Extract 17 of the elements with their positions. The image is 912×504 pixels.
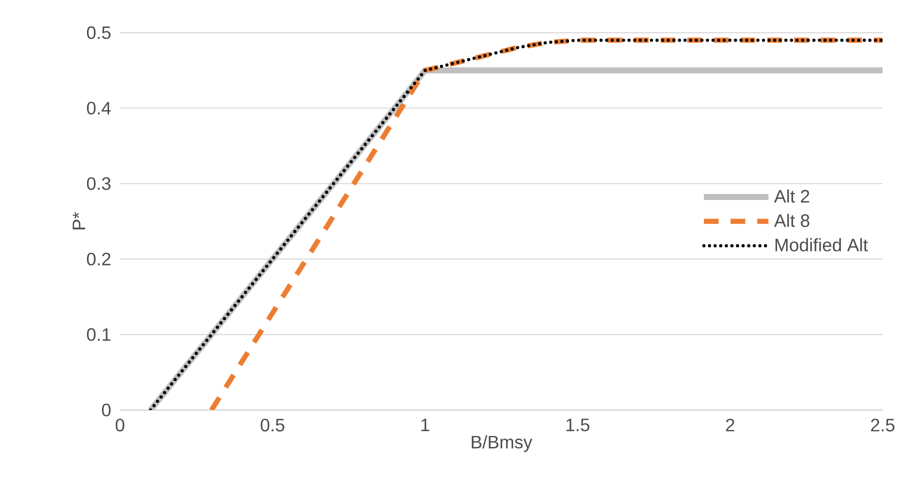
y-axis-title: P* bbox=[72, 212, 86, 230]
x-tick-label: 1.5 bbox=[566, 418, 590, 432]
y-tick-label: 0 bbox=[102, 404, 111, 416]
y-tick-label: 0.4 bbox=[86, 102, 111, 114]
x-tick-label: 0 bbox=[116, 418, 124, 432]
legend-label: Alt 2 bbox=[774, 189, 810, 203]
y-tick-label: 0.2 bbox=[86, 252, 110, 266]
y-tick-label: 0.5 bbox=[86, 26, 111, 40]
x-axis-title: B/Bmsy bbox=[472, 435, 532, 452]
y-tick-label: 0.3 bbox=[86, 177, 111, 190]
x-tick-label: 0.5 bbox=[260, 418, 284, 432]
legend-label: Alt 8 bbox=[774, 214, 810, 228]
x-tick-label: 1 bbox=[421, 418, 430, 432]
legend-label: Modified Alt bbox=[776, 238, 868, 252]
x-tick-label: 2.5 bbox=[871, 418, 894, 432]
y-tick-label: 0.1 bbox=[86, 328, 110, 341]
x-tick-label: 2 bbox=[726, 418, 734, 432]
